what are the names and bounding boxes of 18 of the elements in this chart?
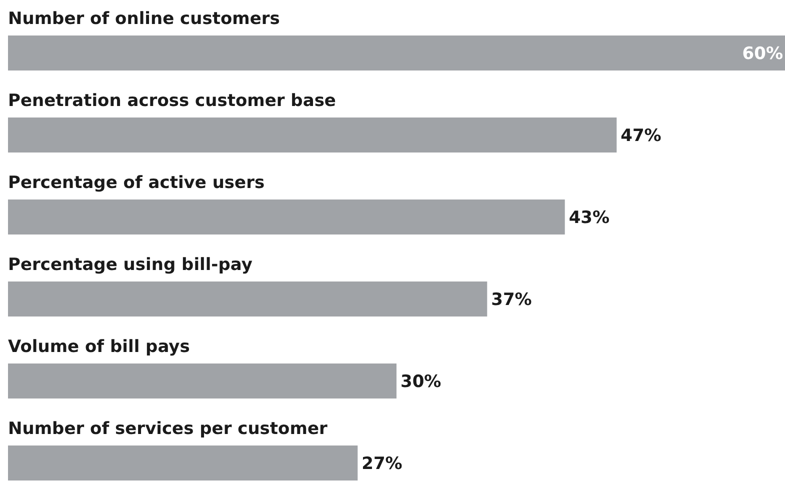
- y-tick-label: Percentage using bill-pay: [8, 255, 252, 275]
- bar: [8, 200, 565, 234]
- data-label: 60%: [742, 44, 783, 64]
- data-label: 43%: [568, 208, 610, 228]
- y-tick-label: Percentage of active users: [8, 173, 265, 193]
- data-label: 30%: [400, 372, 442, 392]
- data-label: 47%: [620, 126, 662, 146]
- y-tick-label: Number of services per customer: [8, 419, 328, 439]
- bar: [8, 36, 785, 70]
- bar: [8, 446, 358, 480]
- bar: [8, 364, 396, 398]
- data-label: 37%: [491, 290, 532, 310]
- data-label: 27%: [362, 454, 402, 474]
- y-tick-label: Penetration across customer base: [8, 91, 336, 111]
- bar: [8, 282, 488, 316]
- y-tick-label: Number of online customers: [8, 9, 280, 29]
- y-tick-label: Volume of bill pays: [8, 337, 190, 357]
- bar: [8, 118, 617, 152]
